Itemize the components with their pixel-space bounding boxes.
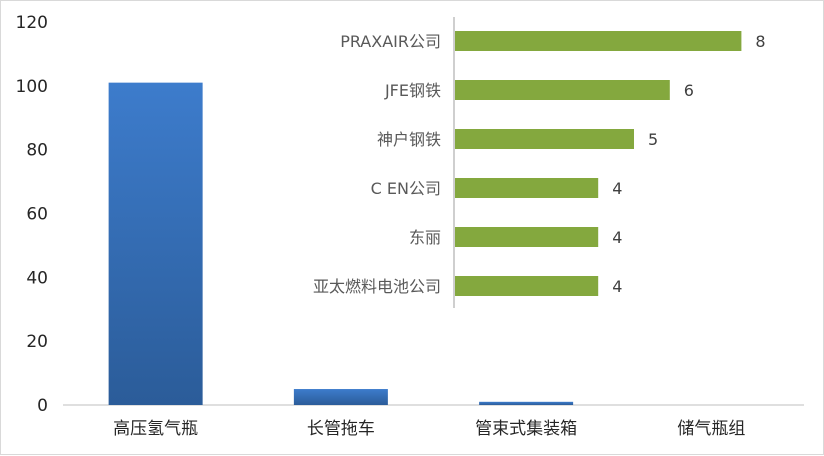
h-category-label: 神户钢铁 (377, 130, 441, 149)
h-category-label: C EN公司 (371, 179, 441, 198)
x-category-label: 管束式集装箱 (475, 419, 577, 439)
y-tick-label: 80 (26, 141, 48, 161)
hbar-2 (455, 80, 670, 100)
y-tick-label: 100 (16, 77, 48, 97)
bar-1 (108, 82, 203, 406)
h-category-label: 亚太燃料电池公司 (313, 277, 441, 296)
h-category-label: 东丽 (409, 228, 441, 247)
x-category-label: 高压氢气瓶 (113, 419, 198, 439)
hbar-4 (455, 178, 599, 198)
h-value-label: 6 (684, 81, 694, 100)
h-value-label: 4 (612, 277, 622, 296)
h-category-label: PRAXAIR公司 (340, 32, 441, 51)
h-value-label: 4 (612, 228, 622, 247)
y-tick-label: 20 (26, 332, 48, 352)
h-value-label: 4 (612, 179, 622, 198)
y-tick-label: 40 (26, 268, 48, 288)
h-value-label: 8 (755, 32, 765, 51)
hbar-5 (455, 227, 599, 247)
bar-3 (479, 401, 574, 405)
vertical-bar-chart: 0 20 40 60 80 100 120 高压氢气瓶 长管拖车 管束式集装箱 储气瓶组 (16, 13, 804, 439)
x-category-label: 长管拖车 (307, 419, 375, 439)
hbar-6 (455, 276, 599, 296)
hbar-1 (455, 31, 742, 51)
y-tick-label: 0 (37, 396, 48, 416)
hbar-3 (455, 129, 634, 149)
y-tick-label: 120 (16, 13, 48, 33)
y-tick-label: 60 (26, 205, 48, 225)
x-category-label: 储气瓶组 (677, 419, 745, 439)
h-value-label: 5 (648, 130, 658, 149)
horizontal-bar-chart: PRAXAIR公司 8 JFE钢铁 6 神户钢铁 5 C EN公司 4 东丽 4 亚太燃料电池公司 4 (313, 17, 766, 308)
h-category-label: JFE钢铁 (384, 81, 441, 100)
bar-2 (293, 389, 388, 405)
